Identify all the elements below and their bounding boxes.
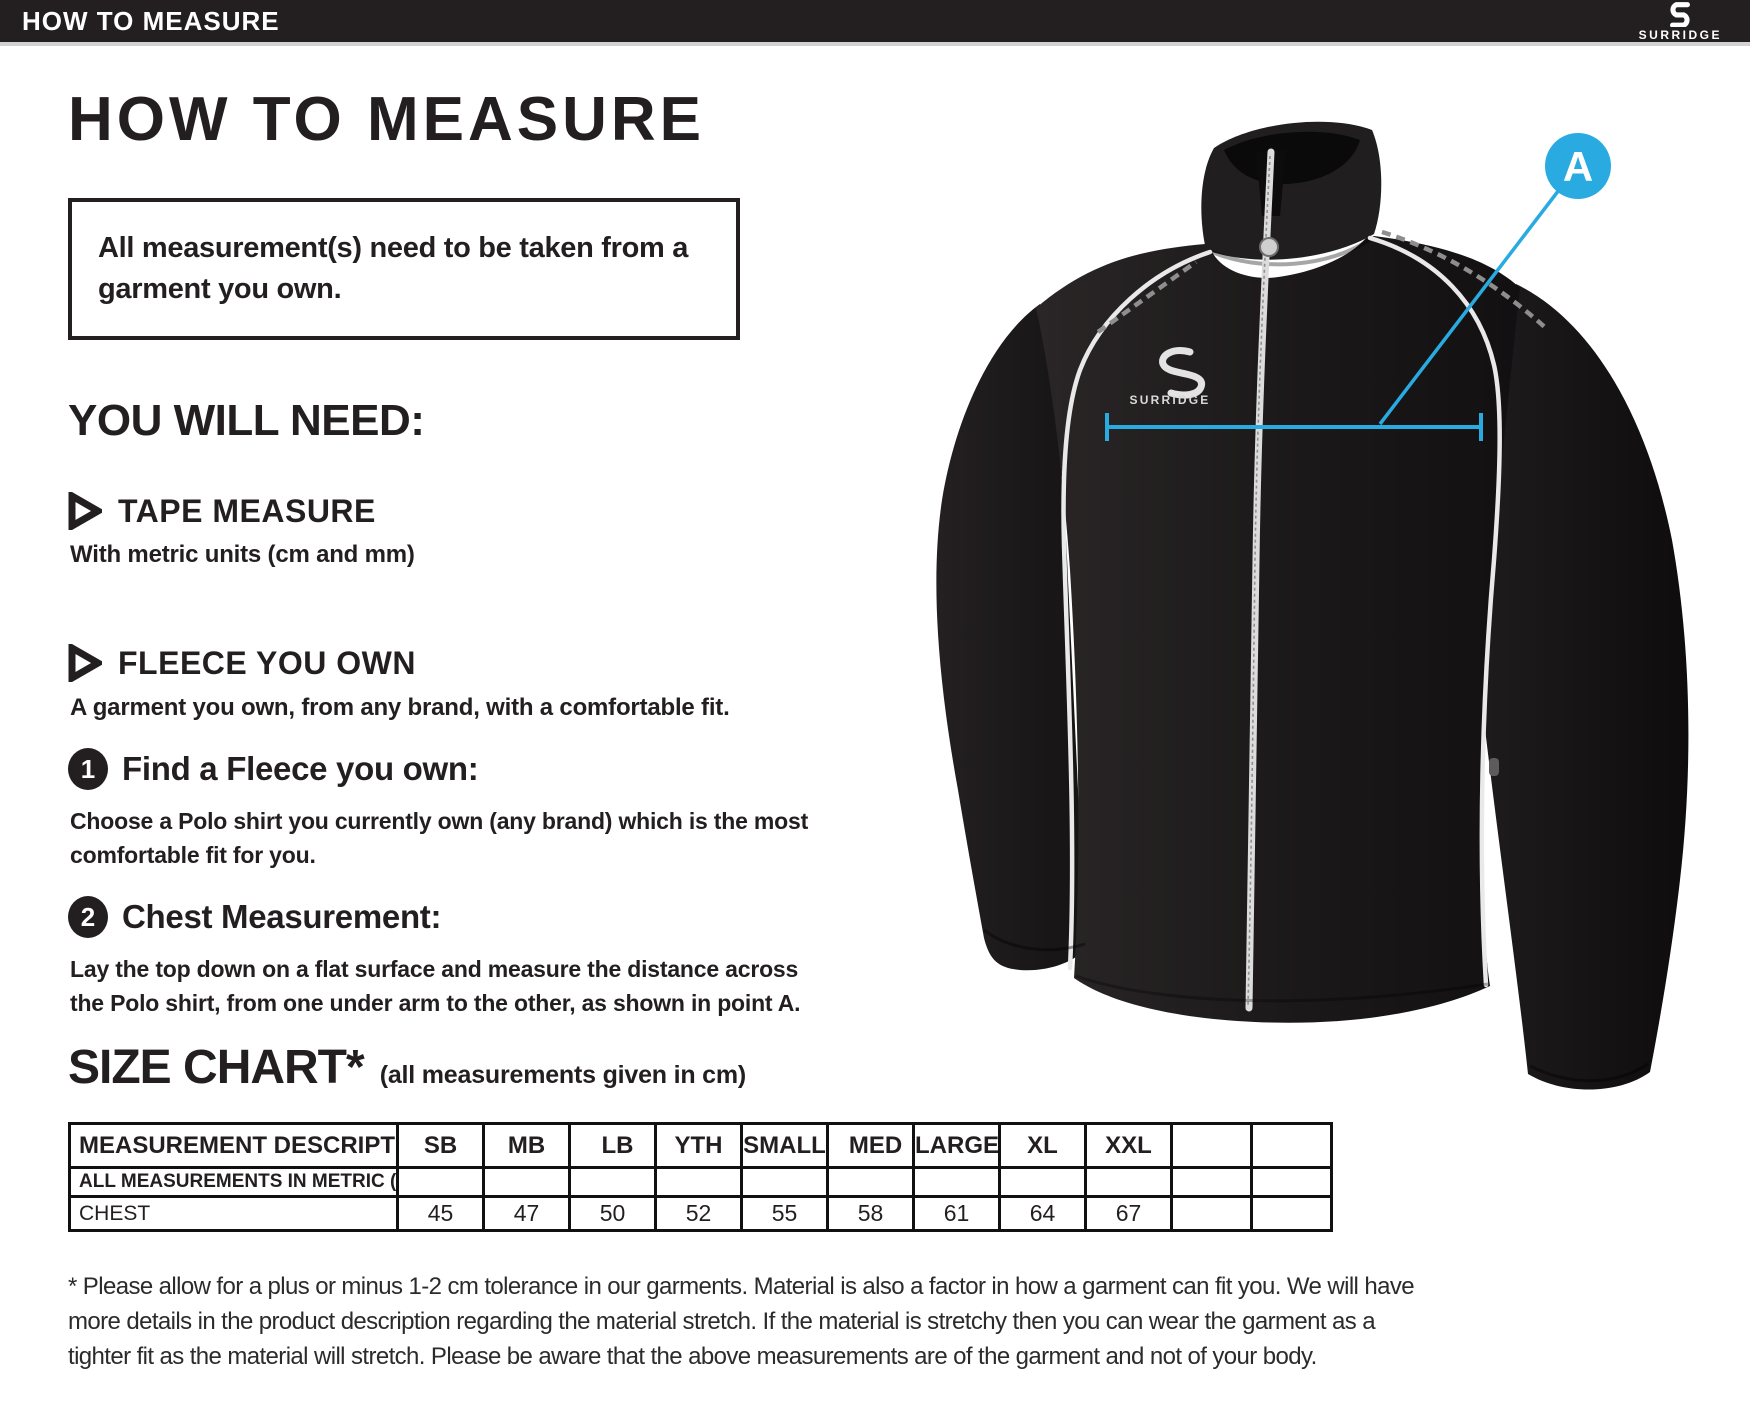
cell bbox=[1170, 1195, 1253, 1232]
surridge-s-icon bbox=[1670, 2, 1691, 27]
chest-measurement-line bbox=[1105, 184, 1564, 441]
point-a-badge: A bbox=[1545, 133, 1611, 199]
col-header bbox=[1170, 1122, 1253, 1169]
right-cuff-shade bbox=[1529, 1062, 1649, 1083]
cell: 50 bbox=[568, 1195, 657, 1232]
cell bbox=[654, 1166, 743, 1198]
step-2-desc: Lay the top down on a flat surface and m… bbox=[70, 956, 801, 1017]
step-1-desc: Choose a Polo shirt you currently own (a… bbox=[70, 808, 809, 869]
piping-left bbox=[1061, 249, 1213, 971]
step-1-row: 1 Find a Fleece you own: bbox=[68, 748, 479, 790]
table-row: ALL MEASUREMENTS IN METRIC (CM) bbox=[68, 1166, 1333, 1198]
piping-right bbox=[1367, 235, 1502, 988]
cell bbox=[396, 1166, 485, 1198]
you-will-need-heading: YOU WILL NEED: bbox=[68, 396, 425, 445]
svg-text:A: A bbox=[1563, 143, 1593, 190]
size-chart-table: MEASUREMENT DESCRIPTION SB MB LB YTH SMA… bbox=[68, 1122, 1333, 1232]
cell: 67 bbox=[1084, 1195, 1173, 1232]
cell: 55 bbox=[740, 1195, 829, 1232]
row-label: ALL MEASUREMENTS IN METRIC (CM) bbox=[68, 1166, 399, 1198]
top-bar-title: HOW TO MEASURE bbox=[22, 5, 280, 36]
cell bbox=[1084, 1166, 1173, 1198]
page-title: HOW TO MEASURE bbox=[68, 85, 705, 154]
bar-divider bbox=[0, 42, 1750, 46]
step-2-title: Chest Measurement: bbox=[122, 898, 442, 935]
cell: 52 bbox=[654, 1195, 743, 1232]
col-header: SB bbox=[396, 1122, 485, 1169]
col-header: LARGE bbox=[912, 1122, 1001, 1169]
col-header: SMALL bbox=[740, 1122, 829, 1169]
measurement-note-box: All measurement(s) need to be taken from… bbox=[68, 198, 740, 341]
need-item-desc: With metric units (cm and mm) bbox=[70, 541, 415, 568]
tolerance-footnote: * Please allow for a plus or minus 1-2 c… bbox=[68, 1273, 1415, 1370]
pocket-zip-pull bbox=[1489, 758, 1499, 776]
cell: 61 bbox=[912, 1195, 1001, 1232]
jacket-chest-logo: SURRIDGE bbox=[1130, 347, 1211, 407]
top-bar: HOW TO MEASURE SURRIDGE bbox=[0, 0, 1750, 42]
size-chart-subheading: (all measurements given in cm) bbox=[379, 1061, 747, 1089]
size-chart-heading: SIZE CHART* bbox=[68, 1041, 365, 1094]
col-header: LB bbox=[568, 1122, 657, 1169]
cell bbox=[998, 1166, 1087, 1198]
need-item-title: FLEECE YOU OWN bbox=[118, 644, 416, 681]
jacket-right-sleeve bbox=[1473, 284, 1689, 1090]
triangle-bullet-icon bbox=[68, 492, 102, 530]
col-header: MB bbox=[482, 1122, 571, 1169]
shoulder-stitching-left bbox=[1096, 260, 1198, 334]
jacket-body bbox=[1036, 236, 1520, 1023]
col-header bbox=[1250, 1122, 1333, 1169]
triangle-bullet-icon bbox=[68, 644, 102, 682]
step-1-badge: 1 bbox=[68, 748, 108, 790]
cell bbox=[912, 1166, 1001, 1198]
hem-shade bbox=[1075, 974, 1489, 1003]
jacket-zipper-teeth bbox=[1247, 155, 1271, 1007]
need-item-desc: A garment you own, from any brand, with … bbox=[70, 694, 730, 721]
col-header: MEASUREMENT DESCRIPTION bbox=[68, 1122, 399, 1169]
cell bbox=[826, 1166, 915, 1198]
jacket-zipper bbox=[1245, 148, 1275, 1012]
cell bbox=[1170, 1166, 1253, 1198]
col-header: XXL bbox=[1084, 1122, 1173, 1169]
surridge-wordmark: SURRIDGE bbox=[1638, 28, 1722, 42]
row-label: CHEST bbox=[68, 1195, 399, 1232]
fleece-jacket-photo: SURRIDGE A bbox=[850, 50, 1750, 1150]
cell bbox=[1250, 1195, 1333, 1232]
left-cuff-shade bbox=[983, 928, 1086, 952]
col-header: XL bbox=[998, 1122, 1087, 1169]
step-1-title: Find a Fleece you own: bbox=[122, 750, 479, 787]
cell bbox=[568, 1166, 657, 1198]
shoulder-stitching-right bbox=[1381, 229, 1550, 332]
surridge-logo: SURRIDGE bbox=[1639, 1, 1722, 41]
jacket-svg: SURRIDGE A bbox=[936, 121, 1689, 1090]
need-item-fleece: FLEECE YOU OWN bbox=[68, 644, 416, 682]
need-item-title: TAPE MEASURE bbox=[118, 492, 376, 529]
collar-shadow bbox=[1211, 236, 1374, 267]
size-chart-heading-row: SIZE CHART* (all measurements given in c… bbox=[68, 1040, 746, 1095]
cell: 47 bbox=[482, 1195, 571, 1232]
cell: 45 bbox=[396, 1195, 485, 1232]
svg-text:SURRIDGE: SURRIDGE bbox=[1130, 393, 1211, 407]
need-item-tape-measure: TAPE MEASURE bbox=[68, 492, 376, 530]
table-header-row: MEASUREMENT DESCRIPTION SB MB LB YTH SMA… bbox=[68, 1122, 1333, 1169]
jacket-left-sleeve bbox=[936, 304, 1086, 971]
col-header: MED bbox=[826, 1122, 915, 1169]
cell: 64 bbox=[998, 1195, 1087, 1232]
col-header: YTH bbox=[654, 1122, 743, 1169]
cell: 58 bbox=[826, 1195, 915, 1232]
table-row: CHEST 45 47 50 52 55 58 61 64 67 bbox=[68, 1195, 1333, 1232]
zipper-pull bbox=[1259, 237, 1279, 257]
step-2-row: 2 Chest Measurement: bbox=[68, 896, 441, 938]
step-2-badge: 2 bbox=[68, 896, 108, 938]
cell bbox=[482, 1166, 571, 1198]
cell bbox=[740, 1166, 829, 1198]
cell bbox=[1250, 1166, 1333, 1198]
